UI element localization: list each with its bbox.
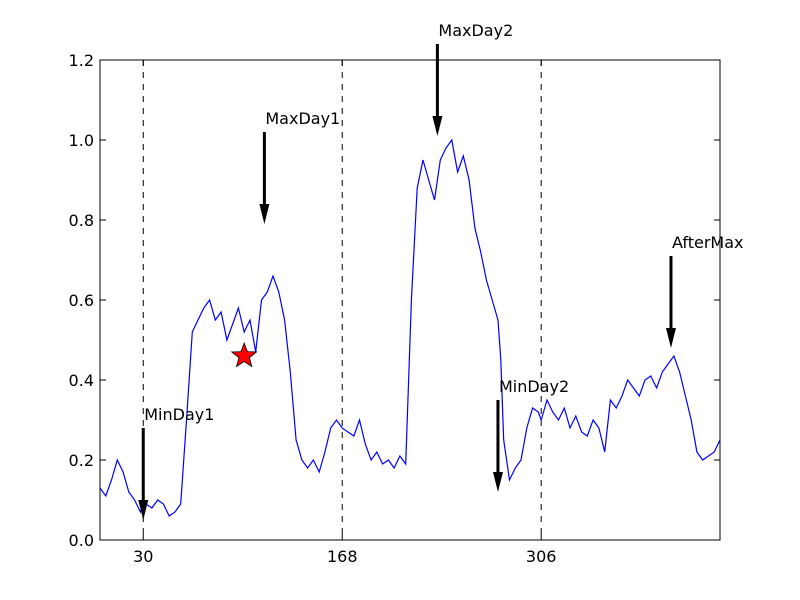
x-tick-label: 30 — [133, 547, 153, 566]
annotation-label: AfterMax — [672, 233, 744, 252]
star-marker — [230, 341, 258, 368]
annotation-label: MaxDay2 — [438, 21, 513, 40]
annotation-arrow-head — [432, 116, 443, 136]
axis-ticks: 30 168 306 0.0 0.2 0.4 0.6 0.8 1.0 1.2 — [69, 51, 720, 566]
annotation-arrow-head — [492, 472, 503, 492]
annotation-arrow-head — [259, 204, 270, 224]
annotation-label: MinDay2 — [499, 377, 569, 396]
plot-frame — [99, 59, 721, 541]
gridlines — [142, 60, 542, 540]
series-line — [99, 138, 721, 517]
y-tick-label: 0.4 — [69, 371, 94, 390]
y-tick-label: 0.6 — [69, 291, 94, 310]
y-tick-label: 0.2 — [69, 451, 94, 470]
annotation-label: MaxDay1 — [265, 109, 340, 128]
series-layer — [99, 138, 721, 517]
annotation-arrow-head — [138, 500, 149, 520]
y-tick-label: 0.8 — [69, 211, 94, 230]
y-tick-label: 0.0 — [69, 531, 94, 550]
x-tick-label: 168 — [327, 547, 358, 566]
x-tick-label: 306 — [526, 547, 557, 566]
annotation-arrow-head — [665, 328, 676, 348]
y-tick-label: 1.2 — [69, 51, 94, 70]
y-tick-label: 1.0 — [69, 131, 94, 150]
annotation-label: MinDay1 — [144, 405, 214, 424]
annotation-layer: MinDay1 MaxDay1 MaxDay2 MinDay2 AfterMax — [138, 21, 743, 520]
